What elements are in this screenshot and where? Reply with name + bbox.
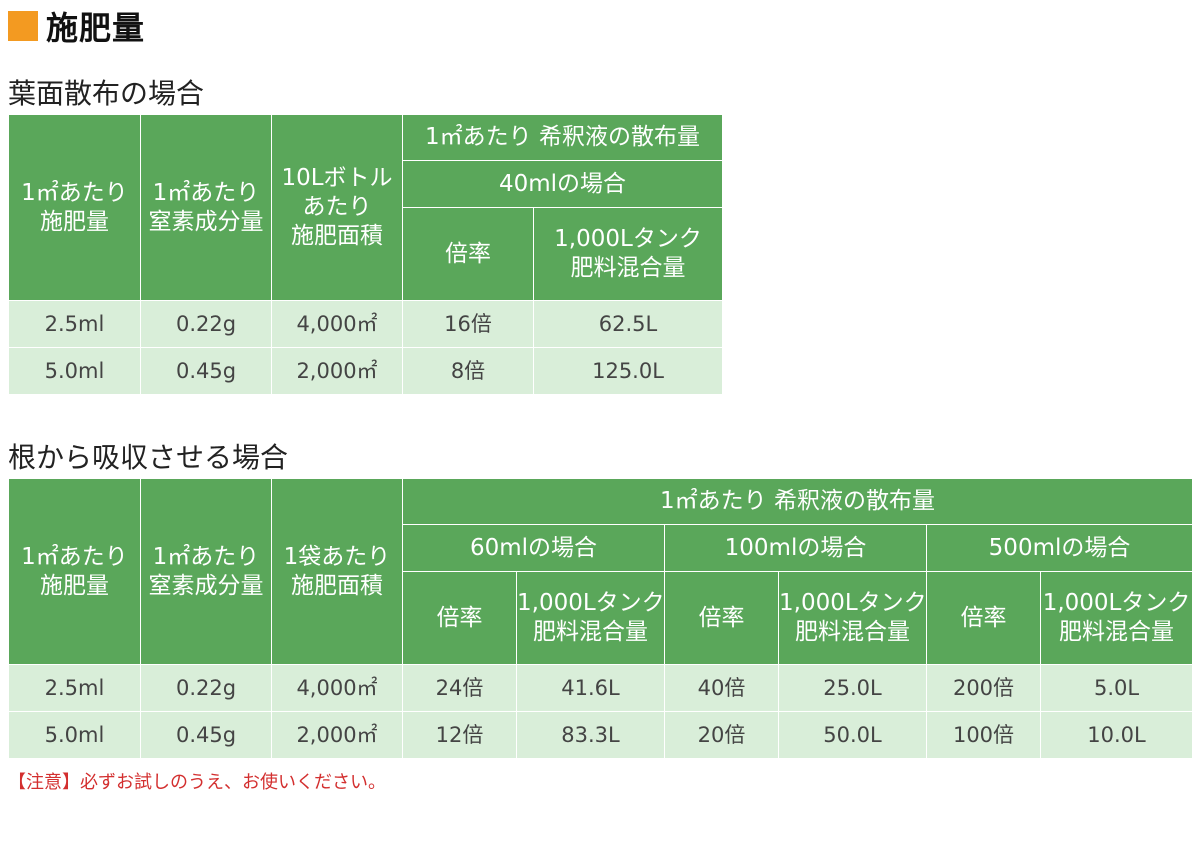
table-row: 5.0ml 0.45g 2,000㎡ 8倍 125.0L: [8, 347, 724, 395]
tank-header: 1,000Lタンク 肥料混合量: [778, 571, 927, 665]
table-cell: 12倍: [402, 711, 517, 759]
case-60ml-header: 60mlの場合: [402, 524, 665, 572]
table-cell: 0.45g: [140, 347, 272, 395]
table-cell: 24倍: [402, 664, 517, 712]
table-cell: 5.0L: [1039, 664, 1194, 712]
foliar-table: 1㎡あたり 施肥量 1㎡あたり 窒素成分量 10Lボトル あたり 施肥面積 1㎡あたり …: [8, 114, 724, 395]
table-cell: 50.0L: [778, 711, 927, 759]
table-cell: 83.3L: [516, 711, 665, 759]
dilution-group-header: 1㎡あたり 希釈液の散布量: [401, 478, 1194, 525]
table-row: 2.5ml 0.22g 4,000㎡ 24倍 41.6L 40倍 25.0L 2…: [8, 664, 1194, 712]
rate-header: 倍率: [664, 571, 779, 665]
caution-note: 【注意】必ずお試しのうえ、お使いください。: [8, 772, 386, 793]
case-100ml-header: 100mlの場合: [664, 524, 927, 572]
table-cell: 2.5ml: [8, 300, 141, 348]
table-cell: 200倍: [926, 664, 1041, 712]
page-heading: 施肥量: [8, 6, 146, 47]
tank-header: 1,000Lタンク 肥料混合量: [1039, 571, 1194, 665]
table-cell: 62.5L: [532, 300, 724, 348]
table-cell: 2.5ml: [8, 664, 141, 712]
foliar-heading: 葉面散布の場合: [8, 77, 205, 110]
table-cell: 4,000㎡: [271, 664, 403, 712]
tank-header: 1,000Lタンク 肥料混合量: [516, 571, 665, 665]
table-cell: 5.0ml: [8, 347, 141, 395]
tank-header: 1,000Lタンク 肥料混合量: [532, 207, 724, 301]
page-title: 施肥量: [46, 9, 146, 47]
rate-header: 倍率: [402, 207, 534, 301]
dilution-group-header: 1㎡あたり 希釈液の散布量: [401, 114, 724, 161]
table-row: 2.5ml 0.22g 4,000㎡ 16倍 62.5L: [8, 300, 724, 348]
case-500ml-header: 500mlの場合: [925, 524, 1194, 572]
table-cell: 2,000㎡: [271, 347, 403, 395]
col-area-header: 10Lボトル あたり 施肥面積: [271, 114, 403, 301]
table-cell: 125.0L: [532, 347, 724, 395]
table-cell: 25.0L: [778, 664, 927, 712]
col-nitrogen-header: 1㎡あたり 窒素成分量: [140, 478, 272, 665]
table-cell: 0.22g: [140, 300, 272, 348]
table-cell: 40倍: [664, 664, 779, 712]
table-cell: 100倍: [926, 711, 1041, 759]
root-table: 1㎡あたり 施肥量 1㎡あたり 窒素成分量 1袋あたり 施肥面積 1㎡あたり 希釈液の…: [8, 478, 1194, 759]
orange-square-icon: [8, 11, 38, 41]
table-cell: 8倍: [402, 347, 534, 395]
table-cell: 5.0ml: [8, 711, 141, 759]
table-cell: 16倍: [402, 300, 534, 348]
col-area-header: 1袋あたり 施肥面積: [271, 478, 403, 665]
table-cell: 0.22g: [140, 664, 272, 712]
table-cell: 41.6L: [516, 664, 665, 712]
table-cell: 0.45g: [140, 711, 272, 759]
rate-header: 倍率: [402, 571, 517, 665]
rate-header: 倍率: [926, 571, 1041, 665]
table-row: 5.0ml 0.45g 2,000㎡ 12倍 83.3L 20倍 50.0L 1…: [8, 711, 1194, 759]
table-cell: 4,000㎡: [271, 300, 403, 348]
col-nitrogen-header: 1㎡あたり 窒素成分量: [140, 114, 272, 301]
table-cell: 2,000㎡: [271, 711, 403, 759]
table-cell: 10.0L: [1039, 711, 1194, 759]
table-cell: 20倍: [664, 711, 779, 759]
case-40ml-header: 40mlの場合: [401, 160, 724, 208]
root-heading: 根から吸収させる場合: [8, 441, 289, 474]
col-per-m2-dose-header: 1㎡あたり 施肥量: [8, 114, 141, 301]
col-per-m2-dose-header: 1㎡あたり 施肥量: [8, 478, 141, 665]
